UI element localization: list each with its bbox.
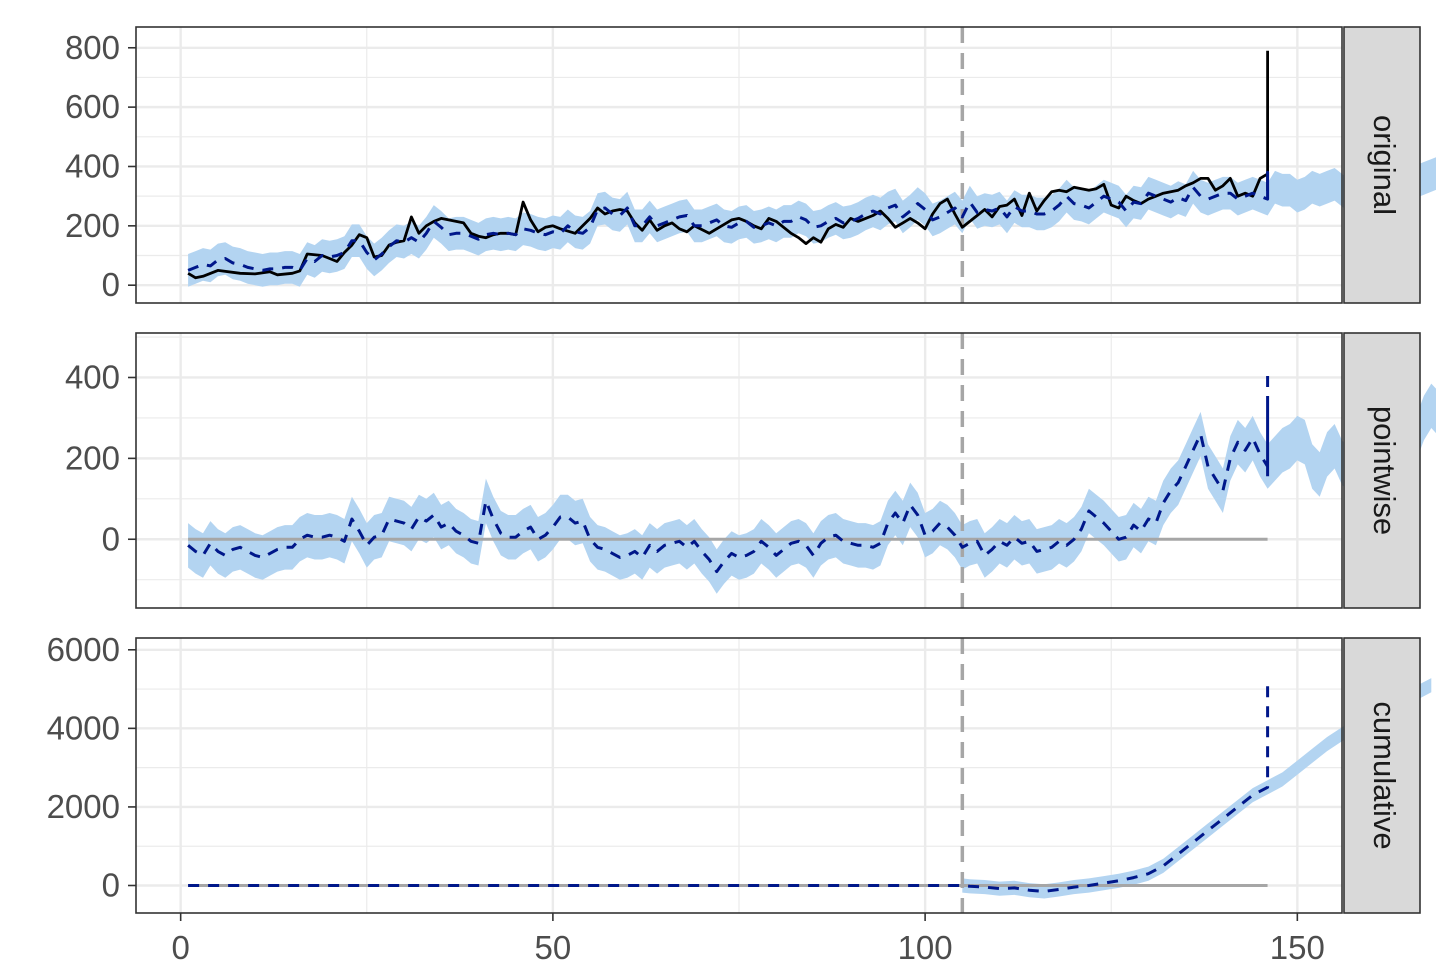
- panel-border: [135, 332, 1343, 609]
- strip-background: [1343, 26, 1421, 304]
- y-tick-label: 0: [102, 520, 120, 557]
- observed-series-line: [187, 50, 1269, 280]
- panel-border: [135, 637, 1343, 914]
- prediction-series-line: [187, 369, 1270, 574]
- facet-strip: pointwise: [1343, 332, 1421, 609]
- strip-label-original: original: [1367, 115, 1402, 215]
- y-tick-label: 400: [65, 147, 120, 184]
- panel-original: 0 200 400 600 800 original: [65, 26, 1436, 304]
- y-tick-label: 6000: [47, 631, 120, 668]
- y-tick-label: 200: [65, 439, 120, 476]
- x-axis: 0 50 100 150: [171, 913, 1325, 966]
- x-tick-label: 0: [171, 929, 189, 966]
- y-tick-label: 4000: [47, 709, 120, 746]
- y-tick-label: 800: [65, 29, 120, 66]
- y-tick-label: 0: [102, 266, 120, 303]
- x-tick-label: 50: [535, 929, 572, 966]
- panel-pointwise: 0 200 400 pointwise: [65, 332, 1436, 609]
- strip-background: [1343, 637, 1421, 914]
- x-tick-label: 150: [1270, 929, 1325, 966]
- facet-strip: original: [1343, 26, 1421, 304]
- y-tick-label: 2000: [47, 788, 120, 825]
- panel-border: [135, 26, 1343, 304]
- y-tick-label: 0: [102, 867, 120, 904]
- prediction-series-line: [188, 685, 1270, 893]
- panels: 0 200 400 600 800 original 0 200 400 pointwise 0 20…: [47, 26, 1436, 914]
- y-tick-label: 200: [65, 207, 120, 244]
- panel-cumulative: 0 2000 4000 6000 cumulative: [47, 631, 1432, 914]
- y-tick-label: 600: [65, 88, 120, 125]
- interval-band: [188, 383, 1436, 594]
- interval-band: [188, 157, 1436, 287]
- y-tick-label: 400: [65, 358, 120, 395]
- x-tick-label: 100: [898, 929, 953, 966]
- prediction-series-line: [187, 170, 1270, 272]
- strip-label-pointwise: pointwise: [1367, 406, 1402, 535]
- strip-background: [1343, 332, 1421, 609]
- facet-strip: cumulative: [1343, 637, 1421, 914]
- strip-label-cumulative: cumulative: [1367, 701, 1402, 849]
